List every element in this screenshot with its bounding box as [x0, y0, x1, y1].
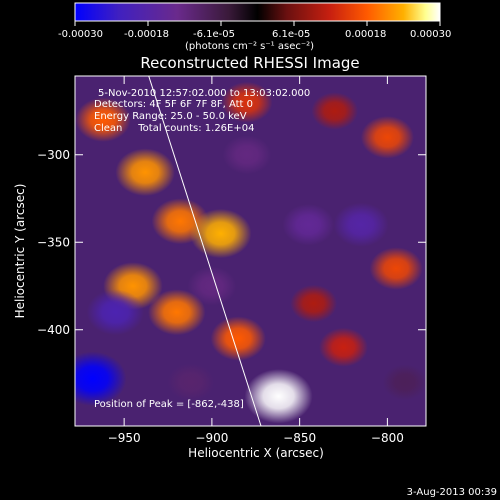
heatmap-source [382, 364, 426, 401]
peak-position-label: Position of Peak = [-862,-438] [94, 399, 244, 410]
heatmap-source [333, 202, 389, 247]
heatmap-source [244, 369, 313, 424]
colorbar-tick-label: -0.00030 [58, 29, 103, 40]
chart-title: Reconstructed RHESSI Image [140, 54, 359, 72]
annotation-clean-counts: Clean Total counts: 1.26E+04 [94, 123, 254, 134]
y-axis-label: Heliocentric Y (arcsec) [13, 184, 27, 319]
heatmap-source [311, 92, 359, 130]
heatmap-source [189, 208, 252, 259]
heatmap-source [290, 284, 338, 323]
y-axis: −300 −350 −400 [37, 148, 426, 337]
colorbar-unit-label: (photons cm⁻² s⁻¹ asec⁻²) [185, 41, 314, 52]
heatmap-source [210, 316, 266, 361]
colorbar-tick-label: 6.1e-05 [272, 29, 310, 40]
x-tick-label: −900 [195, 431, 228, 445]
x-tick-label: −950 [108, 431, 141, 445]
heatmap [75, 81, 426, 424]
colorbar-tick-label: 0.00030 [410, 29, 451, 40]
footer-date: 3-Aug-2013 00:39 [407, 487, 497, 498]
heatmap-source [115, 148, 175, 197]
heatmap-source [282, 203, 335, 246]
x-axis-label: Heliocentric X (arcsec) [188, 446, 324, 460]
colorbar-tick-label: -6.1e-05 [193, 29, 235, 40]
colorbar: -0.00030 -0.00018 -6.1e-05 6.1e-05 0.000… [58, 2, 451, 52]
y-tick-label: −300 [37, 148, 70, 162]
heatmap-source [369, 247, 423, 290]
annotations: 5-Nov-2010 12:57:02.000 to 13:03:02.000 … [94, 88, 310, 410]
heatmap-source [75, 351, 127, 406]
x-axis: −950 −900 −850 −800 [108, 76, 404, 445]
colorbar-ticks [74, 21, 441, 26]
heatmap-source [319, 327, 368, 367]
heatmap-source [75, 97, 131, 142]
colorbar-tick-label: -0.00018 [124, 29, 169, 40]
heatmap-source [360, 116, 414, 159]
heatmap-source [187, 266, 237, 306]
x-tick-label: −850 [283, 431, 316, 445]
heatmap-source [221, 81, 273, 123]
heatmap-source [148, 289, 206, 336]
colorbar-gradient [74, 2, 441, 22]
y-tick-label: −350 [37, 235, 70, 249]
annotation-time-range: 5-Nov-2010 12:57:02.000 to 13:03:02.000 [98, 88, 310, 99]
heatmap-source [222, 135, 272, 175]
colorbar-tick-label: 0.00018 [345, 29, 386, 40]
y-tick-label: −400 [37, 323, 70, 337]
annotation-energy-range: Energy Range: 25.0 - 50.0 keV [94, 111, 247, 122]
heatmap-source [167, 363, 215, 401]
annotation-detectors: Detectors: 4F 5F 6F 7F 8F, Att 0 [94, 99, 253, 110]
plot-frame [74, 75, 427, 427]
x-tick-label: −800 [371, 431, 404, 445]
solar-limb-line [148, 76, 262, 426]
heatmap-source [86, 289, 145, 336]
